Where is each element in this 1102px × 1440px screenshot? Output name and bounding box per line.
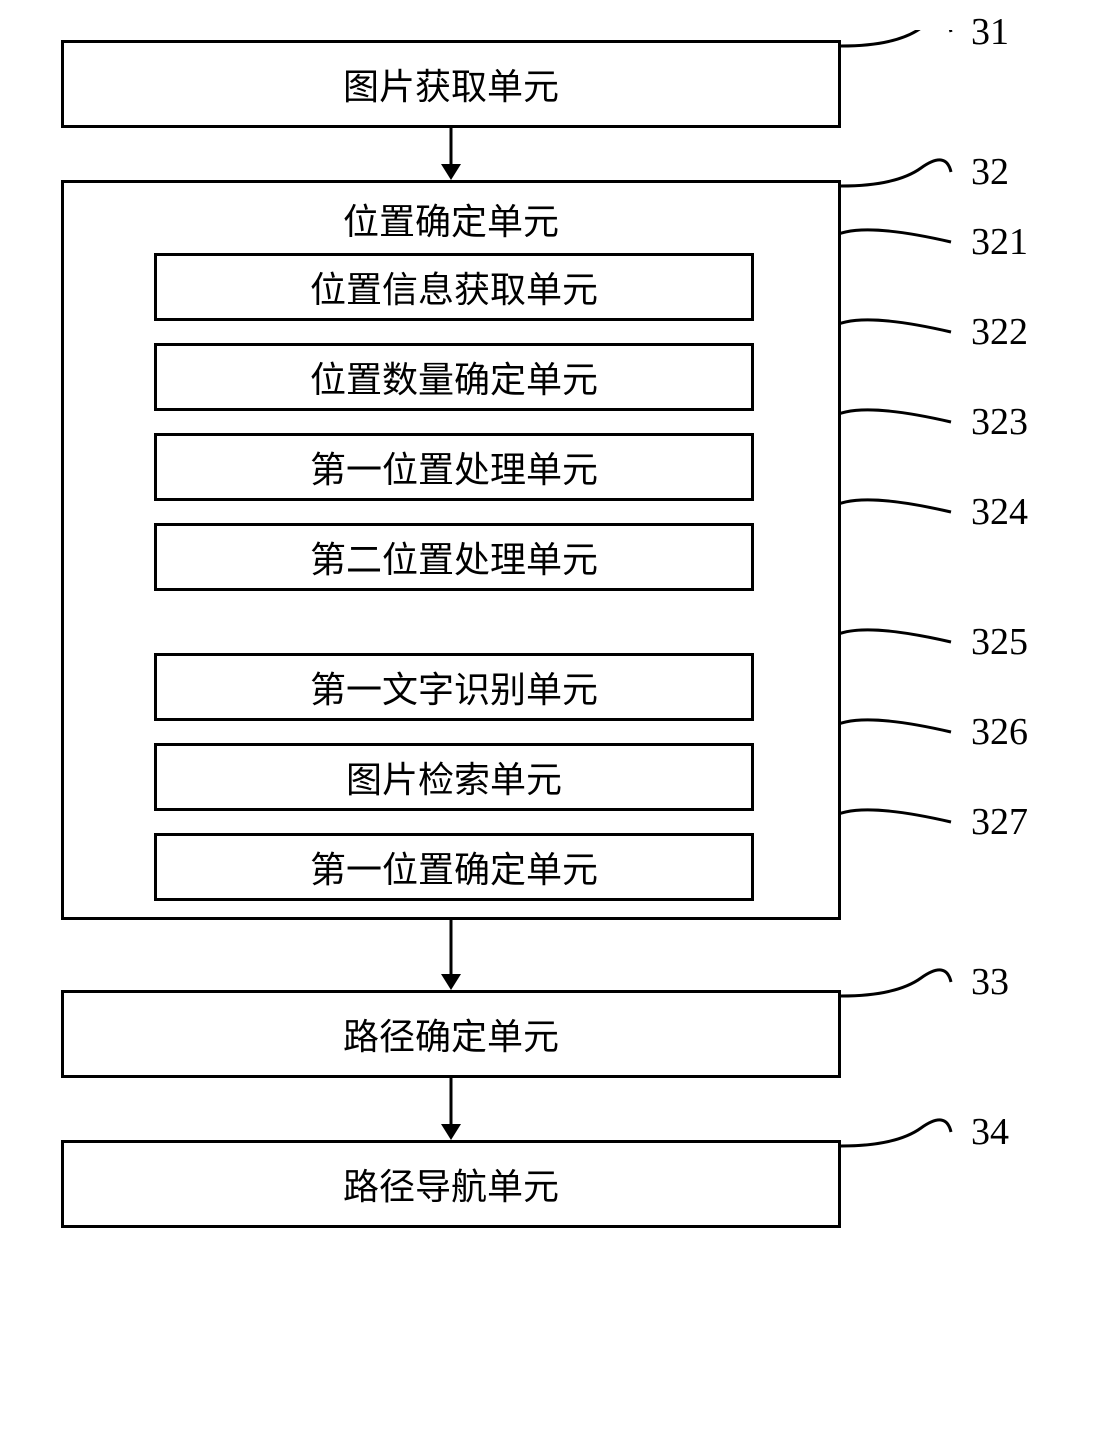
block-326: 图片检索单元 (154, 743, 754, 811)
block-321: 位置信息获取单元 (154, 253, 754, 321)
reference-label: 327 (971, 800, 1028, 844)
reference-label: 322 (971, 310, 1028, 354)
reference-label: 33 (971, 960, 1009, 1004)
block-34: 路径导航单元 (61, 1140, 841, 1228)
block-31: 图片获取单元 (61, 40, 841, 128)
block-32: 位置确定单元位置信息获取单元位置数量确定单元第一位置处理单元第二位置处理单元第一… (61, 180, 841, 920)
reference-label: 32 (971, 150, 1009, 194)
reference-label: 324 (971, 490, 1028, 534)
block-327: 第一位置确定单元 (154, 833, 754, 901)
block-325: 第一文字识别单元 (154, 653, 754, 721)
reference-label: 323 (971, 400, 1028, 444)
block-322: 位置数量确定单元 (154, 343, 754, 411)
reference-label: 34 (971, 1110, 1009, 1154)
block-323: 第一位置处理单元 (154, 433, 754, 501)
reference-label: 31 (971, 10, 1009, 54)
reference-label: 326 (971, 710, 1028, 754)
block-33: 路径确定单元 (61, 990, 841, 1078)
flowchart-diagram: 31图片获取单元32321322323324325326327位置确定单元位置信… (41, 30, 1061, 1410)
reference-label: 325 (971, 620, 1028, 664)
block-title: 位置确定单元 (64, 193, 838, 245)
reference-label: 321 (971, 220, 1028, 264)
block-324: 第二位置处理单元 (154, 523, 754, 591)
